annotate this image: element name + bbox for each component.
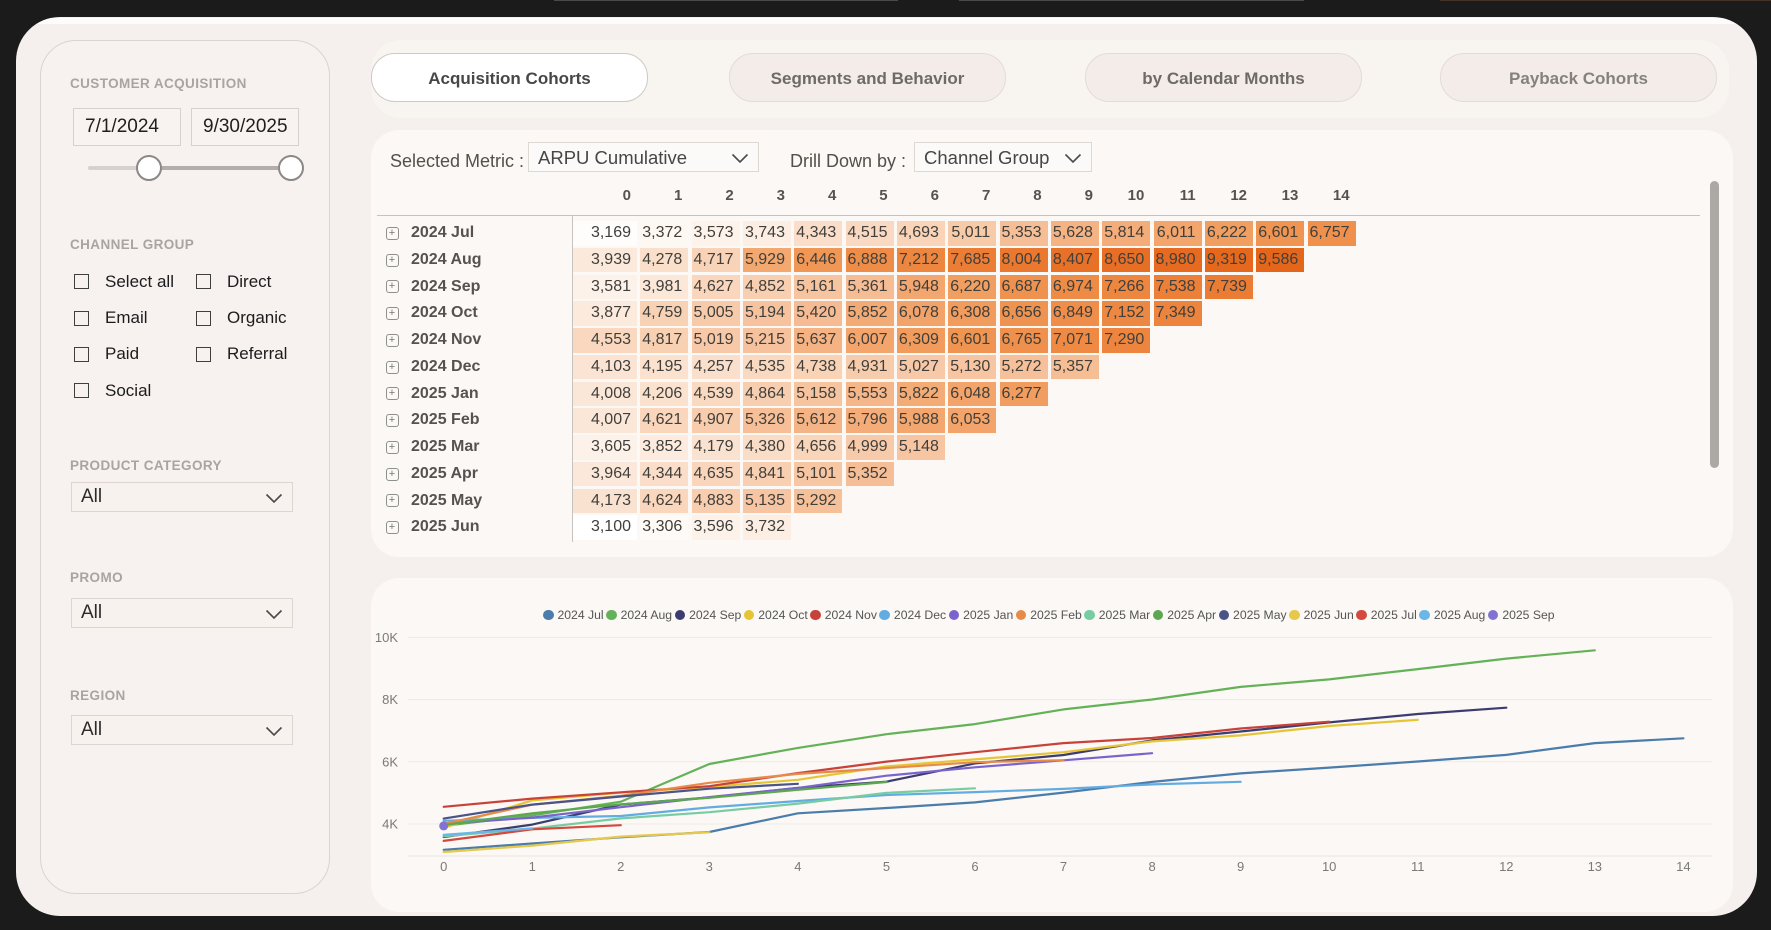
svg-text:6K: 6K: [382, 754, 398, 769]
svg-text:10: 10: [1322, 859, 1336, 874]
svg-text:10K: 10K: [375, 630, 398, 645]
svg-text:13: 13: [1588, 859, 1602, 874]
svg-text:7: 7: [1060, 859, 1067, 874]
svg-text:8K: 8K: [382, 692, 398, 707]
svg-text:4: 4: [794, 859, 801, 874]
svg-text:1: 1: [529, 859, 536, 874]
svg-text:0: 0: [440, 859, 447, 874]
svg-text:11: 11: [1411, 859, 1425, 874]
svg-text:3: 3: [706, 859, 713, 874]
svg-text:14: 14: [1676, 859, 1690, 874]
svg-text:12: 12: [1499, 859, 1513, 874]
svg-text:6: 6: [971, 859, 978, 874]
svg-text:8: 8: [1148, 859, 1155, 874]
svg-text:9: 9: [1237, 859, 1244, 874]
svg-text:5: 5: [883, 859, 890, 874]
svg-text:4K: 4K: [382, 817, 398, 832]
svg-text:2: 2: [617, 859, 624, 874]
